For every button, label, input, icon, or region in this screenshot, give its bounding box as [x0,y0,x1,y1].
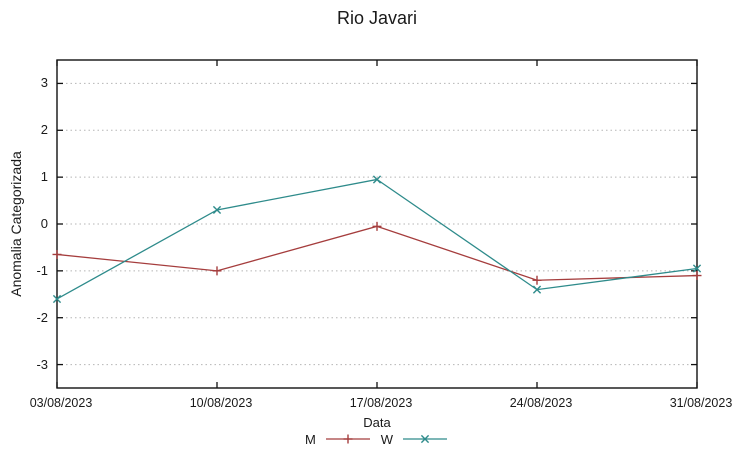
legend-label: M [304,431,316,447]
data-point-marker [532,285,542,294]
y-tick-label: 2 [40,122,48,138]
legend-line-sample [325,434,370,444]
data-point-marker [692,264,702,273]
legend-entry-M: M [305,432,372,447]
legend-label: W [380,431,394,447]
y-tick-label: -3 [36,356,48,372]
y-tick-label: 1 [40,169,48,185]
data-point-marker [52,294,62,304]
y-tick-label: -2 [36,309,48,325]
series-line-M [56,225,698,281]
x-axis-label: Data [363,415,391,430]
x-tick-label: 24/08/2023 [509,396,573,410]
chart-title: Rio Javari [336,8,418,28]
data-point-marker [212,205,222,215]
y-tick-label: -1 [36,262,48,278]
x-tick-label: 10/08/2023 [189,396,253,410]
legend-line-sample [403,434,448,444]
y-tick-label: 3 [40,75,48,91]
legend-entry-W: W [381,432,449,447]
data-point-marker [372,175,382,184]
x-tick-label: 03/08/2023 [29,396,93,410]
x-tick-label: 17/08/2023 [349,396,413,410]
y-tick-label: 0 [40,216,48,231]
series-line-W [56,178,698,300]
x-tick-label: 31/08/2023 [669,396,733,410]
